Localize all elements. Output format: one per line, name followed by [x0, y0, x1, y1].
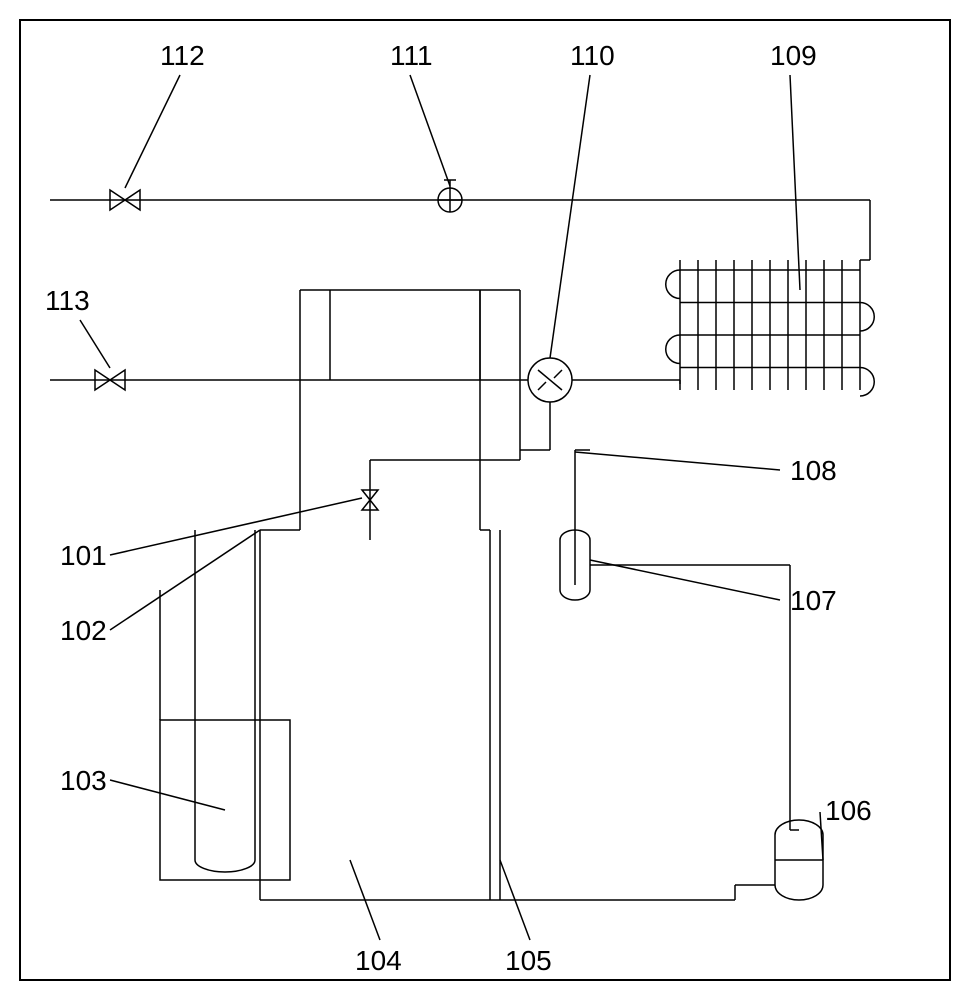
label-106: 106: [825, 795, 872, 826]
label-103: 103: [60, 765, 107, 796]
label-113: 113: [45, 285, 90, 316]
label-111: 111: [390, 40, 433, 71]
label-101: 101: [60, 540, 107, 571]
label-102: 102: [60, 615, 107, 646]
label-112: 112: [160, 40, 205, 71]
label-104: 104: [355, 945, 402, 976]
label-108: 108: [790, 455, 837, 486]
label-110: 110: [570, 40, 615, 71]
label-107: 107: [790, 585, 837, 616]
label-105: 105: [505, 945, 552, 976]
label-109: 109: [770, 40, 817, 71]
